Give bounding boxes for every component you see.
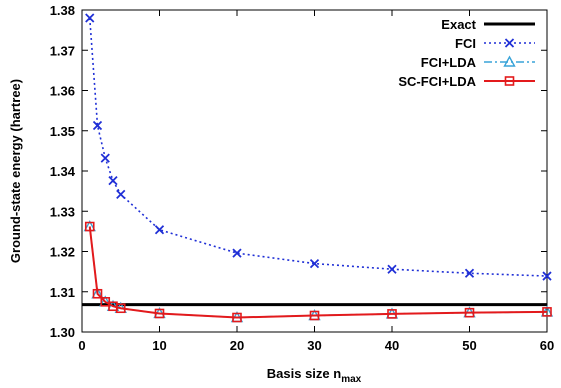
y-tick-label: 1.31 <box>50 285 75 300</box>
y-tick-label: 1.34 <box>50 164 76 179</box>
y-tick-label: 1.38 <box>50 3 75 18</box>
data-point <box>92 120 103 131</box>
marker-stroke <box>464 268 475 278</box>
data-point <box>309 310 320 321</box>
y-tick-label: 1.30 <box>50 325 75 340</box>
x-axis-label: Basis size nmax <box>267 366 362 385</box>
y-tick-label: 1.37 <box>50 43 75 58</box>
series-line <box>88 17 548 277</box>
x-tick-label: 10 <box>152 338 166 353</box>
legend-label: SC-FCI+LDA <box>398 74 476 89</box>
y-axis-label: Ground-state energy (hartree) <box>8 79 23 263</box>
legend-marker <box>504 38 515 48</box>
y-tick-label: 1.33 <box>50 204 75 219</box>
series-fci-lda <box>83 220 554 323</box>
marker-stroke <box>92 120 103 131</box>
data-point <box>154 308 165 319</box>
marker-stroke <box>100 153 110 163</box>
marker-stroke <box>116 189 126 199</box>
marker-stroke <box>387 264 397 274</box>
data-point <box>309 258 320 269</box>
data-point <box>154 225 165 235</box>
marker-stroke <box>154 225 165 235</box>
series-fci <box>85 13 552 281</box>
plot-frame <box>81 9 548 333</box>
marker-stroke <box>309 258 320 269</box>
legend-item: SC-FCI+LDA <box>398 74 535 89</box>
y-tick-label: 1.35 <box>50 124 75 139</box>
legend-label: Exact <box>441 17 476 32</box>
data-point <box>542 271 552 281</box>
data-point <box>92 288 103 299</box>
legend-marker <box>504 76 515 86</box>
data-point <box>387 309 397 319</box>
legend-item: FCI <box>455 36 535 51</box>
series-layer <box>82 13 554 323</box>
data-point <box>542 307 552 317</box>
legend-label: FCI <box>455 36 476 51</box>
legend-label: FCI+LDA <box>421 55 477 70</box>
data-point <box>232 312 242 323</box>
y-tick-label: 1.32 <box>50 245 75 260</box>
data-point <box>108 176 118 186</box>
data-point <box>115 303 126 314</box>
data-point <box>84 221 95 232</box>
x-tick-label: 40 <box>385 338 399 353</box>
data-point <box>464 307 475 318</box>
x-tick-label: 50 <box>462 338 476 353</box>
marker-stroke <box>542 271 552 281</box>
legend-item: Exact <box>441 17 535 32</box>
marker-stroke <box>85 13 95 23</box>
x-tick-label: 20 <box>230 338 244 353</box>
marker-stroke <box>504 38 515 48</box>
data-point <box>464 268 475 278</box>
x-tick-label: 0 <box>78 338 85 353</box>
data-point <box>100 153 110 163</box>
series-sc-fci-lda <box>84 221 552 323</box>
data-point <box>85 13 95 23</box>
x-axis-label-sub: max <box>341 374 361 385</box>
series-line <box>88 226 548 319</box>
marker-stroke <box>108 176 118 186</box>
data-point <box>116 189 126 199</box>
legend: Exact FCI FCI+LDA SC-FCI+LDA <box>398 17 535 89</box>
x-tick-label: 30 <box>307 338 321 353</box>
y-tick-label: 1.36 <box>50 84 75 99</box>
data-point <box>387 264 397 274</box>
x-axis-label-main: Basis size n <box>267 366 341 381</box>
marker-stroke <box>232 248 242 258</box>
x-tick-label: 60 <box>540 338 554 353</box>
data-point <box>232 248 242 258</box>
axis-ticks: 0 10 20 30 40 50 60 1.30 1.31 1.32 1.33 1.34 1.35 1.3… <box>50 3 555 353</box>
legend-item: FCI+LDA <box>421 55 535 70</box>
legend-marker <box>503 55 516 67</box>
